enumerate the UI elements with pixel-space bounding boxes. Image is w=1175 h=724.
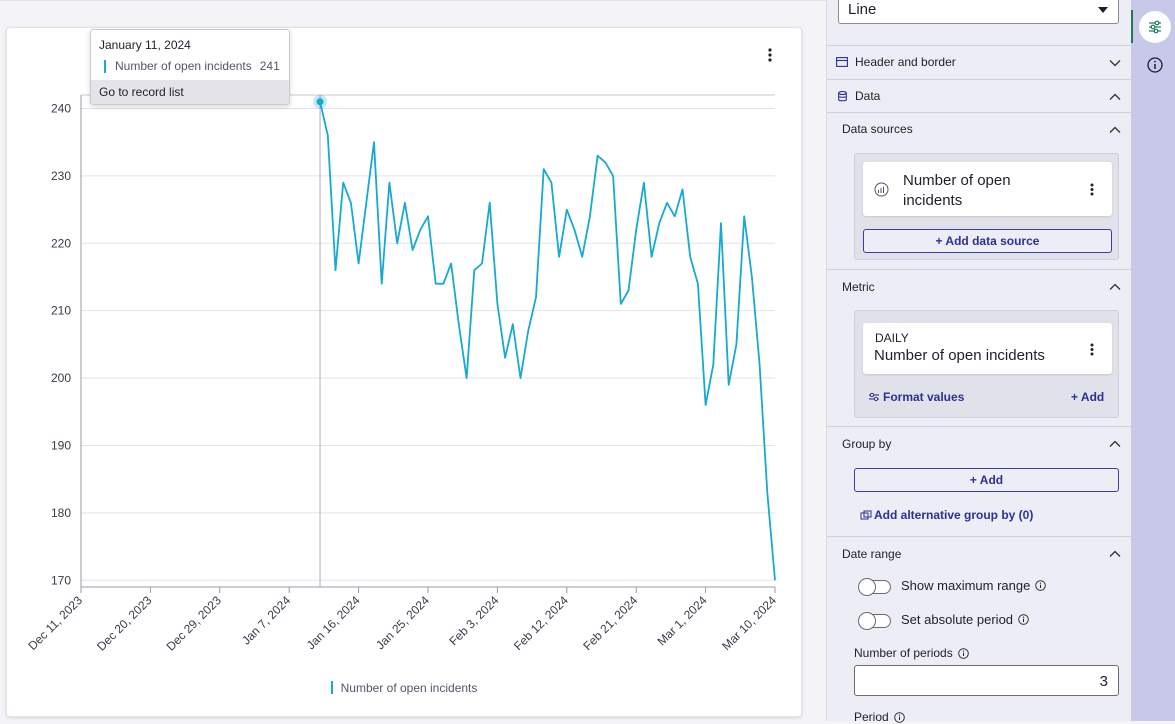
data-sources-well: Number of open incidents + Add data sour…: [854, 153, 1119, 260]
add-alternative-group-by-button[interactable]: Add alternative group by (0): [860, 508, 1033, 522]
show-maximum-range-label-row: Show maximum range: [901, 578, 1047, 593]
chevron-up-icon: [1109, 123, 1121, 137]
show-maximum-range-toggle[interactable]: [858, 578, 891, 596]
chart-tooltip: January 11, 2024 Number of open incident…: [90, 29, 290, 105]
indicator-icon: [874, 182, 889, 200]
tooltip-series-name: Number of open incidents: [115, 59, 252, 73]
y-tick-label: 210: [51, 304, 71, 318]
y-tick-label: 220: [51, 236, 71, 250]
section-metric[interactable]: Metric: [827, 269, 1131, 303]
metric-well: DAILY Number of open incidents Format va…: [854, 310, 1119, 418]
rail-active-indicator: [1131, 10, 1133, 43]
set-absolute-period-label: Set absolute period: [901, 612, 1014, 627]
tooltip-series-row: Number of open incidents 241: [104, 59, 280, 73]
section-data-sources[interactable]: Data sources: [827, 112, 1131, 145]
data-source-more-icon[interactable]: [1086, 181, 1098, 197]
section-label: Date range: [842, 546, 902, 561]
add-data-source-button[interactable]: + Add data source: [863, 229, 1112, 253]
set-absolute-period-label-row: Set absolute period: [901, 612, 1029, 627]
series-line: [319, 101, 776, 581]
chart-type-select[interactable]: Line: [838, 0, 1119, 24]
tooltip-value: 241: [259, 59, 280, 73]
number-of-periods-label-row: Number of periods: [854, 646, 969, 660]
data-source-name: Number of open incidents: [903, 172, 1011, 209]
x-tick-label: Jan 25, 2024: [373, 593, 432, 652]
chevron-down-icon: [1109, 56, 1121, 70]
x-tick-label: Jan 16, 2024: [304, 593, 363, 652]
chart-type-value: Line: [848, 1, 877, 18]
add-metric-button[interactable]: + Add: [1071, 390, 1105, 404]
number-of-periods-label: Number of periods: [854, 646, 953, 660]
configuration-settings-icon[interactable]: [1139, 11, 1171, 43]
format-values-label: Format values: [883, 390, 965, 404]
legend-label: Number of open incidents: [340, 681, 478, 695]
show-maximum-range-label: Show maximum range: [901, 578, 1031, 593]
period-label-row: Period: [854, 710, 905, 724]
metric-period: DAILY: [875, 331, 909, 345]
y-tick-label: 230: [51, 169, 71, 183]
x-tick-label: Dec 29, 2023: [164, 593, 225, 654]
add-group-by-button[interactable]: + Add: [854, 468, 1119, 492]
section-header-and-border[interactable]: Header and border: [827, 45, 1131, 78]
go-to-record-list-button[interactable]: Go to record list: [91, 80, 289, 104]
database-icon: [835, 90, 849, 102]
section-data[interactable]: Data: [827, 79, 1131, 112]
info-icon[interactable]: [1035, 580, 1047, 591]
information-icon[interactable]: [1139, 49, 1171, 81]
chevron-up-icon: [1109, 437, 1121, 451]
metric-name: Number of open incidents: [874, 347, 1045, 364]
dropdown-arrow-icon: [1098, 7, 1108, 13]
y-tick-label: 180: [51, 506, 71, 520]
x-tick-label: Dec 20, 2023: [94, 593, 155, 654]
chevron-up-icon: [1109, 90, 1121, 104]
metric-more-icon[interactable]: [1086, 341, 1098, 357]
info-icon[interactable]: [957, 647, 969, 659]
number-of-periods-input[interactable]: 3: [854, 665, 1119, 696]
chart-more-options-icon[interactable]: [760, 44, 780, 66]
chevron-up-icon: [1109, 280, 1121, 294]
x-tick-label: Mar 10, 2024: [719, 593, 779, 653]
config-panel: Line Header and border Data Data sources…: [826, 0, 1131, 724]
section-label: Group by: [842, 436, 892, 451]
right-rail: [1131, 0, 1175, 721]
format-values-button[interactable]: Format values: [868, 390, 964, 404]
section-label: Data sources: [842, 122, 913, 136]
chart-card: 170 180 190 200 210 220 230 240 Dec 11, 2023 Dec …: [6, 27, 802, 717]
x-tick-label: Mar 1, 2024: [655, 593, 710, 648]
toggle-knob: [858, 612, 876, 630]
set-absolute-period-toggle[interactable]: [858, 612, 891, 630]
section-date-range[interactable]: Date range: [827, 536, 1131, 570]
section-label: Metric: [842, 279, 875, 294]
tooltip-swatch: [104, 59, 106, 73]
x-tick-label: Jan 7, 2024: [239, 593, 293, 647]
layout-icon: [835, 57, 849, 67]
section-label: Data: [855, 89, 881, 103]
period-label: Period: [854, 710, 889, 724]
data-source-card[interactable]: Number of open incidents: [863, 162, 1112, 216]
chevron-up-icon: [1109, 547, 1121, 561]
y-tick-label: 240: [51, 101, 71, 115]
top-divider: [0, 0, 826, 1]
add-alternative-group-by-label: Add alternative group by (0): [874, 508, 1034, 522]
section-group-by[interactable]: Group by: [827, 426, 1131, 460]
x-tick-label: Dec 11, 2023: [25, 593, 85, 653]
x-tick-label: Feb 3, 2024: [446, 593, 501, 648]
y-tick-label: 190: [51, 438, 71, 452]
x-tick-label: Feb 21, 2024: [580, 593, 640, 653]
alternative-group-icon: [860, 510, 872, 520]
y-tick-label: 170: [51, 573, 71, 587]
x-tick-label: Feb 12, 2024: [511, 593, 571, 653]
toggle-knob: [858, 578, 876, 596]
format-values-icon: [869, 392, 879, 402]
tooltip-date: January 11, 2024: [99, 38, 191, 52]
highlight-point: [316, 98, 324, 106]
chart-legend[interactable]: Number of open incidents: [7, 681, 801, 695]
section-label: Header and border: [855, 55, 956, 69]
metric-card[interactable]: DAILY Number of open incidents: [863, 323, 1112, 374]
legend-swatch: [330, 681, 333, 694]
y-tick-label: 200: [51, 371, 71, 385]
info-icon[interactable]: [1018, 614, 1029, 625]
